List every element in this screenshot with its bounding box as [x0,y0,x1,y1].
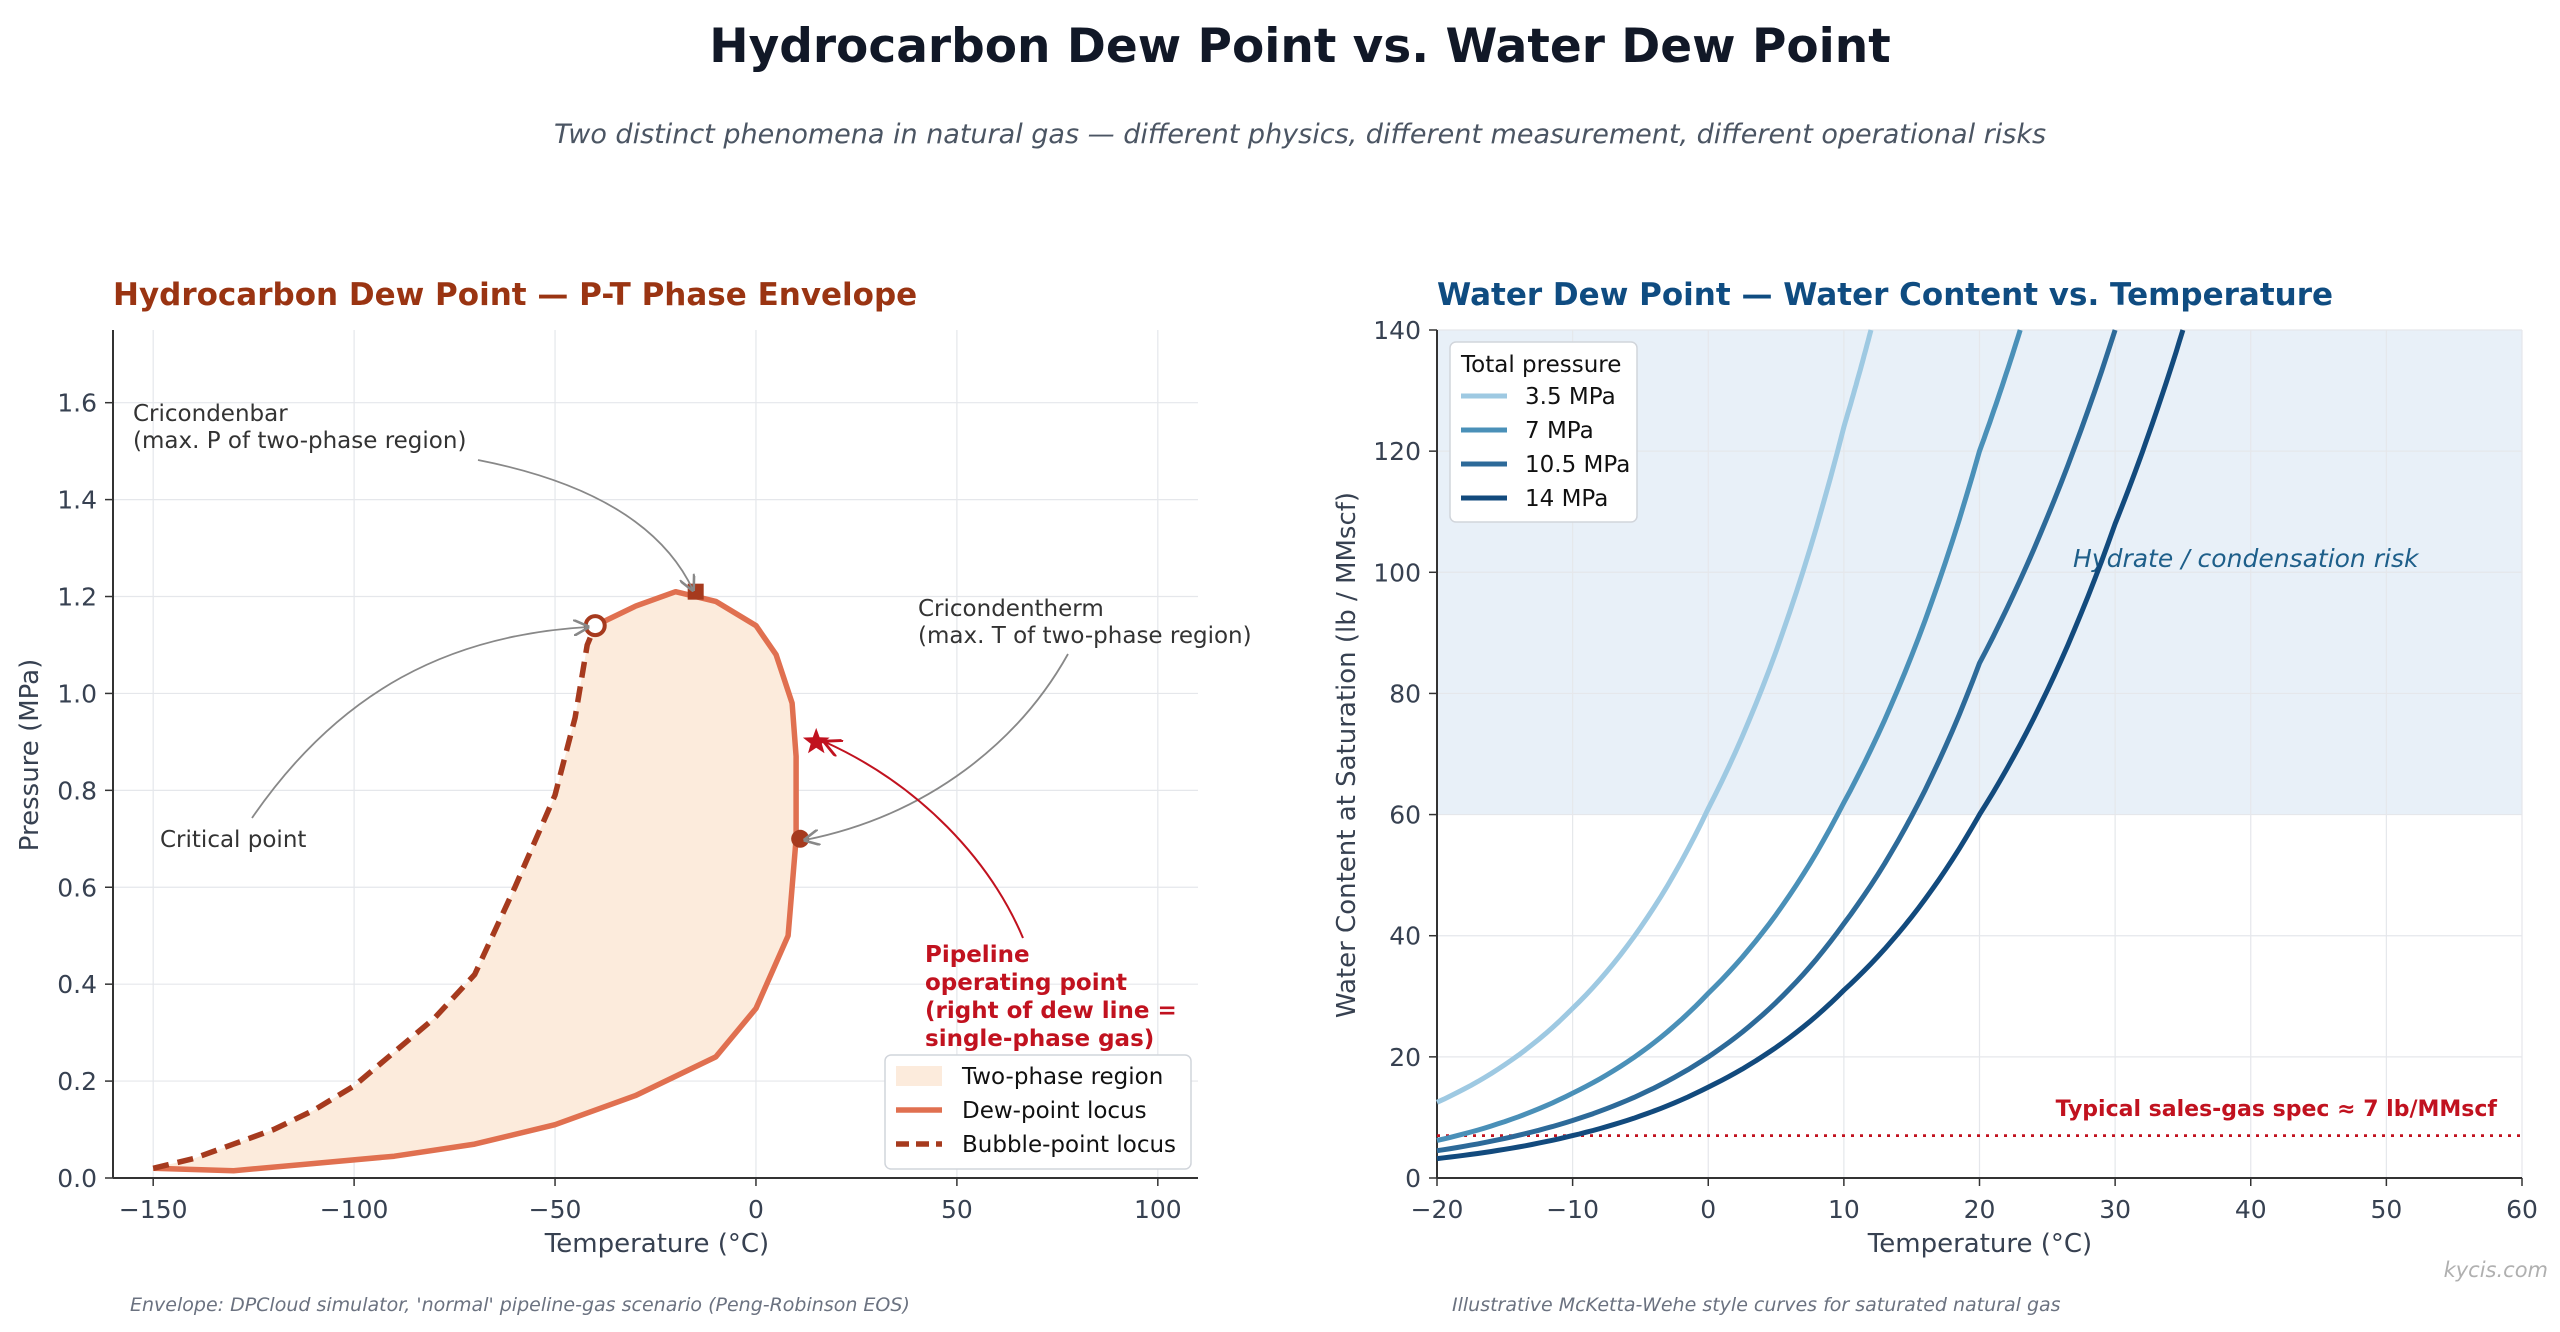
water-dew-point-chart: Water Dew Point — Water Content vs. Temp… [1332,277,2538,1316]
hc-y-tick-label: 0.6 [57,873,97,902]
critical-point-marker [583,614,607,638]
water-curve-3-5-mpa [1435,329,1874,1105]
cricondenbar-annotation: Cricondenbar (max. P of two-phase region… [133,401,693,590]
water-curve-10-5-mpa [1436,329,2118,1154]
hc-y-tick-label: 1.0 [57,679,97,708]
water-legend: Total pressure 3.5 MPa 7 MPa 10.5 MPa 14… [1449,341,1638,523]
two-phase-region-fill [153,591,797,1171]
water-chart-title: Water Dew Point — Water Content vs. Temp… [1437,277,2333,313]
hc-footnote: Envelope: DPCloud simulator, 'normal' pi… [130,1294,910,1316]
water-y-tick-label: 120 [1373,437,1421,466]
hc-y-axis-label: Pressure (MPa) [15,659,45,851]
operating-point-star [802,727,830,754]
hc-x-axis-label: Temperature (°C) [544,1229,769,1259]
water-curve-14-mpa [1436,329,2186,1162]
legend-label-7-mpa: 7 MPa [1525,418,1594,444]
svg-text:(max. P of two-phase region): (max. P of two-phase region) [133,428,466,454]
water-x-tick-label: 0 [1700,1195,1716,1224]
hc-y-tick-label: 0.4 [57,970,97,999]
hc-y-tick-label: 0.8 [57,776,97,805]
water-y-tick-label: 60 [1389,801,1421,830]
svg-text:(right of dew line =: (right of dew line = [925,998,1177,1024]
hc-y-tick-label: 1.4 [57,486,97,515]
svg-text:single-phase gas): single-phase gas) [925,1026,1154,1052]
water-y-axis-label: Water Content at Saturation (lb / MMscf) [1332,492,1362,1018]
operating-point-label-line1: Pipeline [925,942,1030,968]
hc-y-tick-label: 0.2 [57,1067,97,1096]
svg-text:(max. T of two-phase region): (max. T of two-phase region) [918,623,1252,649]
water-y-tick-label: 0 [1405,1164,1421,1193]
hc-legend: Two-phase region Dew-point locus Bubble-… [884,1054,1192,1170]
hc-dew-point-chart: Hydrocarbon Dew Point — P-T Phase Envelo… [15,277,1252,1316]
water-x-tick-label: 40 [2235,1195,2267,1224]
hydrate-risk-label: Hydrate / condensation risk [2073,544,2420,573]
water-x-axis-label: Temperature (°C) [1867,1229,2092,1259]
legend-dew-label: Dew-point locus [962,1098,1147,1124]
svg-text:Cricondentherm: Cricondentherm [918,596,1104,622]
cricondentherm-label-line1: Cricondentherm [918,596,1104,622]
water-x-tick-label: 20 [1964,1195,1996,1224]
dew-point-locus-line [153,588,799,1174]
figure-title: Hydrocarbon Dew Point vs. Water Dew Poin… [709,19,1890,74]
water-x-tick-label: 60 [2506,1195,2538,1224]
cricondentherm-annotation: Cricondentherm (max. T of two-phase regi… [805,596,1252,840]
water-y-tick-label: 40 [1389,922,1421,951]
sales-gas-spec-label: Typical sales-gas spec ≈ 7 lb/MMscf [2056,1097,2498,1122]
hc-axes [112,330,1198,1179]
hc-y-tick-label: 1.6 [57,389,97,418]
operating-point-label-line3: (right of dew line = [925,998,1177,1024]
hc-x-tick-label: −100 [320,1195,389,1224]
cricondenbar-label-line1: Cricondenbar [133,401,288,427]
figure-subtitle: Two distinct phenomena in natural gas — … [554,119,2046,150]
hc-x-tick-label: −150 [119,1195,188,1224]
operating-point-label-line4: single-phase gas) [925,1026,1154,1052]
legend-bubble-label: Bubble-point locus [962,1132,1176,1158]
water-footnote: Illustrative McKetta-Wehe style curves f… [1452,1294,2061,1316]
water-x-ticks: −20 −10 0 10 20 30 40 50 60 [1411,1178,2538,1224]
water-x-tick-label: 10 [1828,1195,1860,1224]
cricondenbar-label-line2: (max. P of two-phase region) [133,428,466,454]
water-x-tick-label: 50 [2370,1195,2402,1224]
water-x-tick-label: 30 [2099,1195,2131,1224]
water-y-tick-label: 100 [1373,558,1421,587]
water-y-tick-label: 20 [1389,1043,1421,1072]
critical-point-annotation: Critical point [160,627,588,853]
legend-swatch-two-phase [896,1066,942,1086]
legend-label-14-mpa: 14 MPa [1525,486,1608,512]
water-y-ticks: 0 20 40 60 80 100 120 140 [1373,316,1437,1193]
hc-y-ticks: 0.0 0.2 0.4 0.6 0.8 1.0 1.2 1.4 1.6 [57,389,113,1193]
hc-y-tick-label: 1.2 [57,583,97,612]
operating-point-label-line2: operating point [925,970,1127,996]
legend-label-10-5-mpa: 10.5 MPa [1525,452,1630,478]
water-y-tick-label: 80 [1389,679,1421,708]
hc-x-ticks: −150 −100 −50 0 50 100 [119,1178,1182,1224]
legend-two-phase-label: Two-phase region [961,1064,1163,1090]
legend-title-total-pressure: Total pressure [1460,352,1621,378]
water-y-tick-label: 140 [1373,316,1421,345]
svg-text:operating point: operating point [925,970,1127,996]
svg-text:Cricondenbar: Cricondenbar [133,401,288,427]
water-x-tick-label: −20 [1411,1195,1464,1224]
svg-text:Critical point: Critical point [160,827,306,853]
hc-x-tick-label: 50 [941,1195,973,1224]
hc-y-tick-label: 0.0 [57,1164,97,1193]
hc-x-tick-label: 100 [1134,1195,1182,1224]
hc-chart-title: Hydrocarbon Dew Point — P-T Phase Envelo… [113,277,917,313]
operating-point-annotation: Pipeline operating point (right of dew l… [825,742,1177,1052]
water-curve-7-mpa [1436,329,2023,1143]
legend-label-3-5-mpa: 3.5 MPa [1525,384,1616,410]
water-content-curves [1435,329,2186,1162]
svg-text:Pipeline: Pipeline [925,942,1030,968]
hc-x-tick-label: −50 [529,1195,582,1224]
water-x-tick-label: −10 [1546,1195,1599,1224]
hc-x-tick-label: 0 [748,1195,764,1224]
watermark: kycis.com [2444,1258,2548,1282]
cricondentherm-label-line2: (max. T of two-phase region) [918,623,1252,649]
critical-point-label: Critical point [160,827,306,853]
